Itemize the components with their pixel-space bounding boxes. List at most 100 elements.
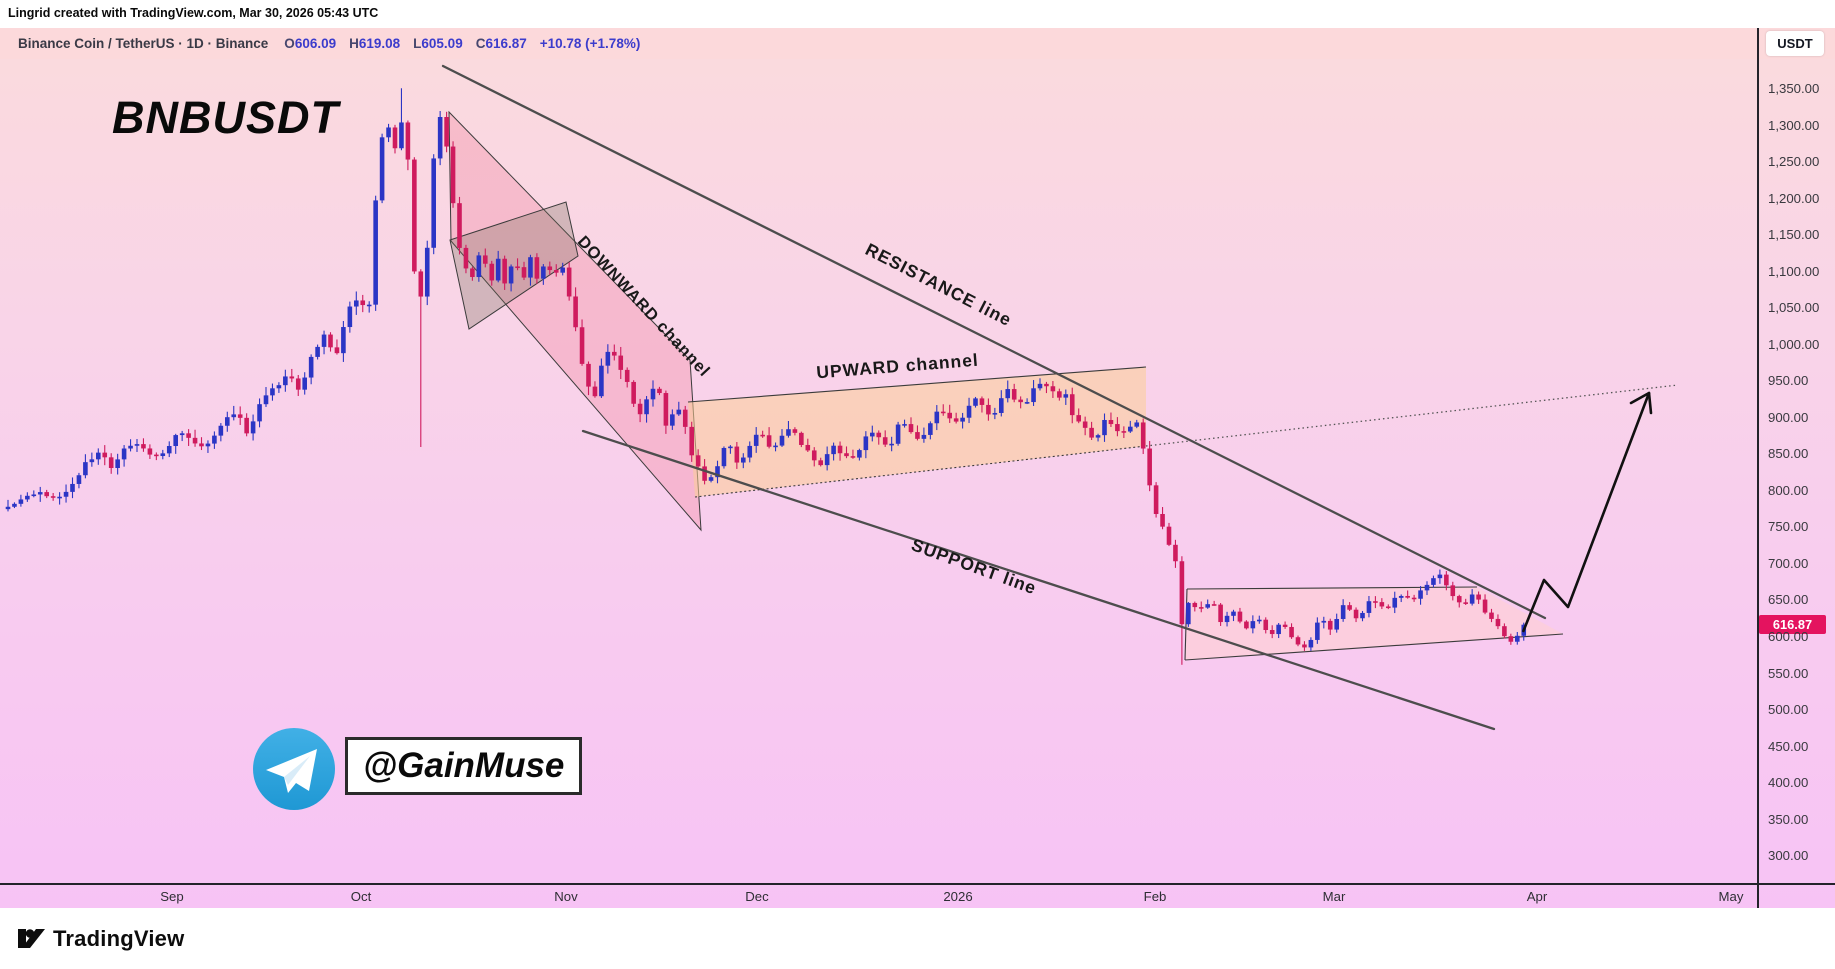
candle <box>231 405 237 421</box>
candle <box>502 255 507 290</box>
candle <box>921 427 927 443</box>
cross-channel[interactable] <box>449 201 579 330</box>
candle <box>850 449 856 459</box>
candle <box>1011 383 1017 403</box>
annotation-resistance-line[interactable]: RESISTANCE line <box>862 239 1015 330</box>
candle <box>1411 594 1417 602</box>
current-price-badge: 616.87 <box>1759 615 1826 635</box>
candle <box>1257 615 1262 624</box>
candle <box>70 477 75 499</box>
price-axis-label: 1,100.00 <box>1768 263 1820 279</box>
candle <box>1134 419 1140 429</box>
candle <box>1379 598 1385 610</box>
candle <box>1489 608 1494 623</box>
candle <box>1373 596 1378 609</box>
candle <box>1198 601 1204 613</box>
candle <box>470 266 475 281</box>
close-value: C616.87 <box>475 36 527 51</box>
candle <box>44 489 49 499</box>
resistance-line[interactable] <box>441 64 1547 620</box>
price-axis[interactable]: USDT 616.87 1,350.00 1,300.00 1,250.00 1,20… <box>1759 28 1835 883</box>
candle <box>302 372 307 395</box>
prediction-arrow[interactable] <box>1521 392 1651 633</box>
candle <box>1108 412 1114 427</box>
candle <box>257 398 262 428</box>
high-value: H619.08 <box>349 36 401 51</box>
candle <box>89 452 95 467</box>
candle <box>173 433 178 454</box>
candle <box>644 396 649 423</box>
candle <box>805 438 811 453</box>
candle <box>837 441 843 461</box>
currency-button[interactable]: USDT <box>1766 31 1824 56</box>
open-value: O606.09 <box>284 36 337 51</box>
candle <box>560 262 565 276</box>
candle <box>1276 623 1281 639</box>
candle <box>541 264 546 285</box>
support-line[interactable] <box>581 429 1496 731</box>
gainmuse-badge: @GainMuse <box>253 728 583 810</box>
candle <box>1456 594 1462 608</box>
candle <box>154 452 159 461</box>
price-axis-label: 1,350.00 <box>1768 81 1820 96</box>
candle <box>1063 389 1069 405</box>
candle <box>637 398 643 423</box>
annotation-upward-channel[interactable]: UPWARD channel <box>816 350 980 383</box>
candle <box>379 133 385 204</box>
candle <box>708 474 714 483</box>
price-axis-label: 900.00 <box>1768 409 1809 425</box>
candle <box>508 264 514 292</box>
pennant[interactable] <box>1185 587 1563 660</box>
candle <box>57 492 62 505</box>
candle <box>553 264 559 277</box>
dotted-projection-line[interactable] <box>1145 384 1679 447</box>
candle <box>844 446 849 459</box>
candle <box>283 369 288 392</box>
candle <box>1515 632 1520 645</box>
candle <box>244 413 249 437</box>
candle <box>341 320 346 362</box>
candle <box>102 445 108 466</box>
time-axis-label: Nov <box>554 889 578 904</box>
price-axis-label: 450.00 <box>1768 738 1809 754</box>
candle <box>1244 620 1249 630</box>
annotation-support-line[interactable]: SUPPORT line <box>909 534 1040 598</box>
candle <box>205 440 211 453</box>
time-axis[interactable]: Sep Oct Nov Dec 2026 Feb Mar Apr May <box>0 885 1835 908</box>
candle <box>1250 615 1256 634</box>
time-axis-label: Dec <box>745 889 769 904</box>
candle <box>863 431 869 459</box>
candle <box>405 120 411 171</box>
candle <box>1031 380 1036 406</box>
candle <box>1095 433 1101 442</box>
candle <box>747 441 753 463</box>
candle <box>1482 594 1488 615</box>
candle <box>940 404 946 416</box>
candle <box>870 425 875 442</box>
prediction-arrow-head <box>1629 391 1651 405</box>
candle <box>1153 482 1159 518</box>
candle <box>18 494 24 507</box>
candle <box>1386 604 1391 610</box>
candle <box>424 240 430 306</box>
candle <box>960 412 965 429</box>
price-axis-label: 600.00 <box>1768 629 1809 645</box>
candle <box>1102 413 1107 442</box>
price-axis-label: 1,200.00 <box>1768 190 1820 206</box>
change-value: +10.78 (+1.78%) <box>539 36 641 51</box>
telegram-handle: @GainMuse <box>345 737 583 795</box>
candle <box>1295 635 1301 647</box>
candle <box>1237 607 1243 624</box>
candle <box>1495 614 1501 630</box>
candle <box>386 123 391 143</box>
candle <box>1360 610 1365 622</box>
candle <box>902 419 907 428</box>
candle <box>1089 421 1094 440</box>
candle <box>192 429 198 447</box>
candle <box>566 262 572 301</box>
candle <box>76 472 82 489</box>
candle <box>354 291 359 315</box>
candle <box>115 453 120 475</box>
